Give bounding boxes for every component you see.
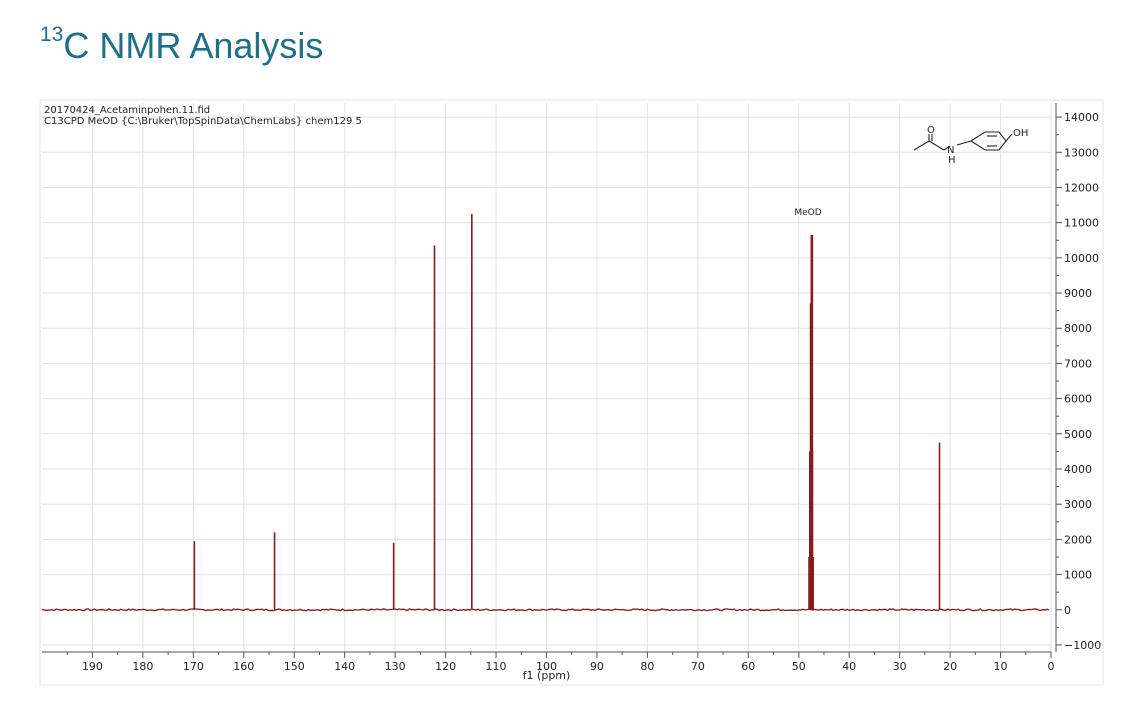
- x-tick-label: 60: [741, 660, 755, 673]
- x-tick-label: 50: [792, 660, 806, 673]
- x-tick-label: 110: [486, 660, 507, 673]
- spectrum-baseline: [41, 608, 1050, 612]
- y-tick-label: 3000: [1064, 498, 1092, 511]
- y-tick-label: 12000: [1064, 181, 1099, 194]
- axis-labels: 190 180 170 160 150 140 130 120 110 100 90 80 70 60 50…: [82, 111, 1101, 682]
- grid-lines: [42, 103, 1052, 652]
- y-tick-label: 1000: [1064, 569, 1092, 582]
- structure-oh-label: OH: [1013, 128, 1028, 139]
- y-tick-label: 4000: [1064, 463, 1092, 476]
- y-tick-label: 2000: [1064, 533, 1092, 546]
- spectrum-series: [41, 213, 1050, 612]
- structure-n-ring-bond: [956, 140, 972, 146]
- x-axis-label: f1 (ppm): [523, 669, 571, 682]
- solvent-label: MeOD: [794, 208, 821, 218]
- y-tick-label: 10000: [1064, 252, 1099, 265]
- x-tick-label: 150: [284, 660, 305, 673]
- page-title-text: C NMR Analysis: [63, 25, 324, 66]
- chart-frame: [39, 99, 1104, 686]
- isotope-superscript: 13: [40, 23, 64, 46]
- y-tick-label: 5000: [1064, 428, 1092, 441]
- x-tick-label: 70: [691, 660, 705, 673]
- x-tick-label: 160: [233, 660, 254, 673]
- structure-amide-bond: [943, 145, 951, 151]
- x-tick-label: 170: [183, 660, 204, 673]
- structure-o-label: O: [927, 125, 935, 136]
- x-tick-label: 130: [385, 660, 406, 673]
- y-tick-label: 13000: [1064, 146, 1099, 159]
- x-tick-label: 40: [842, 660, 856, 673]
- structure-oh-bond: [1005, 133, 1013, 142]
- x-tick-label: 190: [82, 660, 103, 673]
- y-tick-label: 14000: [1064, 111, 1099, 124]
- y-tick-label: 8000: [1064, 322, 1092, 335]
- acetaminophen-structure: [913, 131, 1013, 151]
- spectrum-file-name: 20170424_Acetaminpohen.11.fid: [44, 105, 210, 116]
- x-tick-label: 180: [132, 660, 153, 673]
- page-title: 13C NMR Analysis: [40, 24, 324, 66]
- y-tick-label: 0: [1064, 604, 1071, 617]
- y-tick-label: 7000: [1064, 357, 1092, 370]
- x-tick-label: 0: [1048, 660, 1055, 673]
- x-tick-label: 10: [994, 660, 1008, 673]
- x-tick-label: 30: [893, 660, 907, 673]
- y-tick-label: 11000: [1064, 217, 1099, 230]
- y-tick-label: 6000: [1064, 393, 1092, 406]
- x-tick-label: 90: [590, 660, 604, 673]
- x-tick-label: 100: [536, 660, 557, 673]
- structure-h-label: H: [948, 155, 956, 166]
- x-tick-label: 80: [640, 660, 654, 673]
- x-tick-label: 20: [943, 660, 957, 673]
- x-tick-label: 120: [435, 660, 456, 673]
- spectrum-experiment-info: C13CPD MeOD {C:\Bruker\TopSpinData\ChemL…: [44, 116, 362, 127]
- y-tick-label: −1000: [1064, 639, 1101, 652]
- y-tick-label: 9000: [1064, 287, 1092, 300]
- structure-n-label: N: [947, 145, 954, 156]
- x-tick-label: 140: [334, 660, 355, 673]
- axes: [42, 103, 1062, 658]
